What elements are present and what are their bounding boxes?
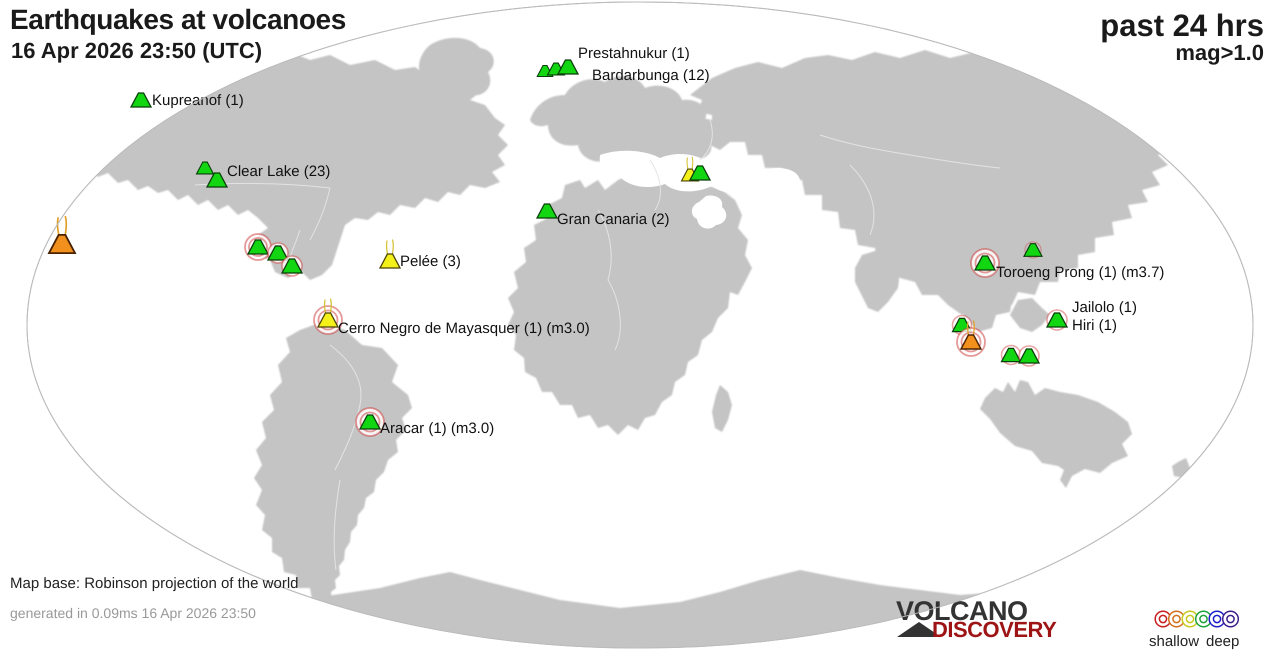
svg-text:Cerro Negro de Mayasquer (1) (: Cerro Negro de Mayasquer (1) (m3.0): [338, 320, 590, 337]
svg-text:deep: deep: [1206, 633, 1239, 650]
svg-text:Gran Canaria (2): Gran Canaria (2): [557, 211, 670, 228]
svg-text:Toroeng Prong (1) (m3.7): Toroeng Prong (1) (m3.7): [996, 264, 1164, 281]
svg-text:Pelée (3): Pelée (3): [400, 253, 461, 270]
svg-text:Hiri (1): Hiri (1): [1072, 317, 1117, 334]
svg-text:Clear Lake (23): Clear Lake (23): [227, 163, 330, 180]
svg-text:Bardarbunga (12): Bardarbunga (12): [592, 67, 710, 84]
svg-text:Kupreanof (1): Kupreanof (1): [152, 92, 244, 109]
svg-text:Aracar (1) (m3.0): Aracar (1) (m3.0): [380, 420, 494, 437]
svg-text:shallow: shallow: [1149, 633, 1199, 650]
svg-text:DISCOVERY: DISCOVERY: [932, 617, 1057, 642]
svg-text:Jailolo (1): Jailolo (1): [1072, 299, 1137, 316]
svg-text:Prestahnukur (1): Prestahnukur (1): [578, 45, 690, 62]
